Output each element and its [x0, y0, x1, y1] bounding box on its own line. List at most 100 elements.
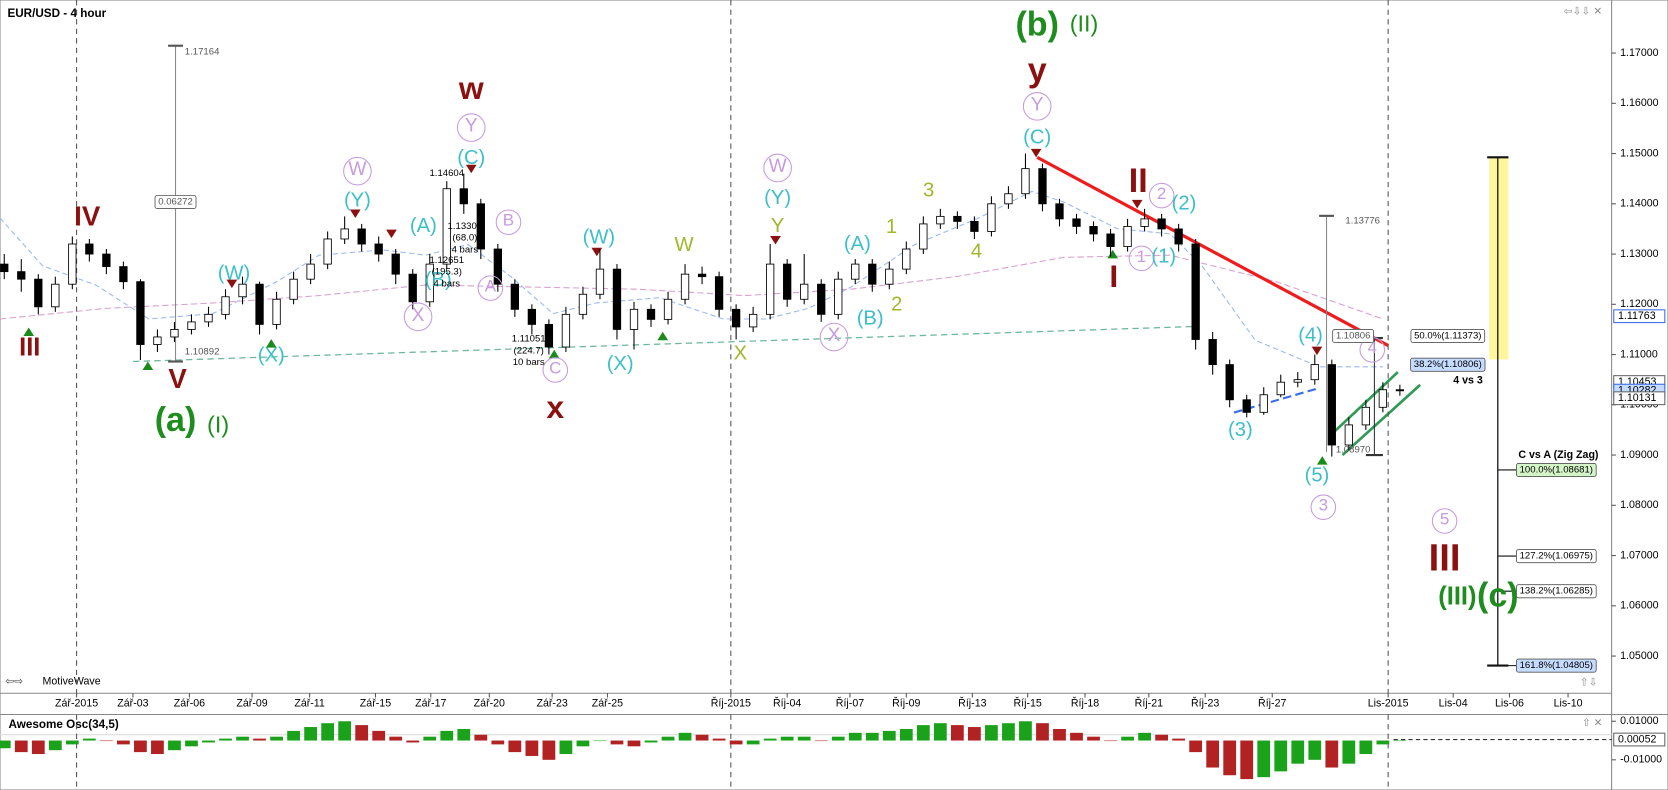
wave-label: (1)	[1151, 246, 1176, 268]
annotation-label: 1.10892	[185, 346, 220, 357]
osc-bar	[1376, 740, 1390, 745]
osc-bar	[99, 740, 113, 742]
candle-body	[919, 223, 928, 250]
candle-body	[425, 263, 434, 303]
candle-body	[1225, 364, 1234, 401]
osc-bar	[270, 736, 283, 741]
candle-body	[442, 188, 451, 265]
candle-body	[1208, 339, 1217, 366]
pivot-low	[548, 349, 560, 359]
label-box	[1515, 584, 1597, 599]
candle-body	[766, 263, 775, 315]
osc-bar	[253, 738, 266, 741]
candle-body	[612, 268, 622, 330]
wave-label: 5	[1440, 509, 1449, 528]
annotation-label: 1.10806	[1336, 331, 1371, 342]
annotation-label: C vs A (Zig Zag)	[1518, 449, 1599, 461]
osc-bar	[185, 740, 198, 747]
wave-label: (C)	[1023, 127, 1051, 149]
annotation-label: 1.13301	[448, 221, 483, 232]
wave-label: (4)	[1298, 324, 1323, 346]
x-tick-label: Zář-09	[236, 698, 267, 710]
wave-label: W	[674, 234, 693, 256]
wave-label: 3	[923, 180, 934, 202]
label-box	[1410, 329, 1486, 344]
annotation-label: 1.17164	[185, 47, 220, 58]
wave-label: (III)	[1438, 582, 1476, 610]
y-tick-label: 1.17000	[1620, 47, 1659, 59]
osc-bar	[423, 736, 437, 741]
osc-bar	[746, 740, 760, 745]
wave-label: x	[546, 389, 564, 425]
osc-bar	[882, 730, 896, 741]
osc-bar	[1291, 740, 1305, 764]
candle-body	[851, 263, 860, 280]
window-controls[interactable]: ⇦⇩⇩ ✕	[1564, 6, 1603, 18]
panel-controls[interactable]: ⇧ ✕	[1582, 717, 1603, 729]
x-tick-label: Říj-2015	[711, 697, 751, 710]
wave-label: w	[458, 70, 484, 106]
candle-body	[306, 263, 315, 280]
candle-body	[1157, 218, 1166, 230]
wave-label: X	[734, 342, 748, 364]
osc-y-tick-label: 0.01000	[1620, 715, 1659, 727]
candle-body	[1191, 243, 1200, 340]
nav-arrows[interactable]: ⇦⇨	[5, 675, 23, 687]
wave-label: W	[348, 159, 366, 180]
wave-label: A	[485, 277, 497, 296]
osc-y-tick-label: -0.01000	[1620, 754, 1662, 766]
wave-label: W	[769, 156, 787, 177]
osc-bar	[440, 730, 454, 741]
wave-label: (I)	[207, 412, 229, 438]
wave-label: y	[1028, 51, 1047, 89]
wave-label: Y	[465, 116, 478, 137]
label-box	[1515, 463, 1597, 477]
candle-body	[34, 278, 43, 308]
label-box	[154, 195, 197, 210]
x-tick-label: Říj-13	[958, 697, 986, 710]
wave-circle	[456, 113, 486, 142]
pivot-low	[142, 361, 154, 371]
x-tick-label: Říj-15	[1013, 697, 1041, 710]
candle-body	[646, 308, 656, 320]
x-tick-label: Zář-23	[536, 698, 567, 710]
label-box	[1332, 329, 1375, 344]
candle-body	[255, 283, 264, 325]
candle-body	[510, 283, 520, 310]
osc-bar	[525, 740, 539, 756]
annotation-label: (195.3)	[432, 267, 462, 278]
candle-body	[834, 278, 843, 315]
osc-bar	[865, 732, 879, 741]
price-marker	[1613, 391, 1666, 406]
scroll-controls[interactable]: ⇧⇩	[1580, 676, 1598, 688]
pivot-high	[770, 236, 781, 245]
moving-average	[0, 190, 1383, 368]
osc-bar	[1138, 732, 1151, 741]
candle-body	[697, 273, 707, 278]
osc-bar	[65, 740, 79, 745]
osc-bar	[1325, 740, 1339, 768]
candle-body	[493, 248, 502, 285]
pivot-high	[386, 229, 397, 239]
y-tick-label: 1.12000	[1620, 298, 1659, 310]
osc-bar	[1308, 740, 1322, 760]
osc-title: Awesome Osc(34,5)	[9, 718, 119, 731]
wave-label: 3	[1319, 496, 1328, 515]
candle-body	[85, 243, 94, 255]
wave-label: Y	[771, 215, 785, 237]
y-tick-label: 1.11000	[1620, 348, 1658, 360]
osc-bar	[542, 740, 556, 760]
x-tick-label: Zář-20	[474, 698, 505, 710]
wave-circle	[819, 322, 849, 352]
candle-body	[136, 281, 145, 345]
annotation-label: 161.8%(1.04805)	[1520, 660, 1593, 671]
x-tick-label: Lis-04	[1439, 698, 1468, 710]
y-tick-label: 1.05000	[1620, 650, 1659, 662]
candle-body	[68, 243, 77, 285]
wave-label: (A)	[844, 233, 871, 255]
osc-bar	[1155, 734, 1168, 741]
candles	[0, 153, 1405, 457]
annotation-label: 4 bars	[452, 244, 479, 255]
annotation-label: 4 vs 3	[1453, 374, 1483, 386]
